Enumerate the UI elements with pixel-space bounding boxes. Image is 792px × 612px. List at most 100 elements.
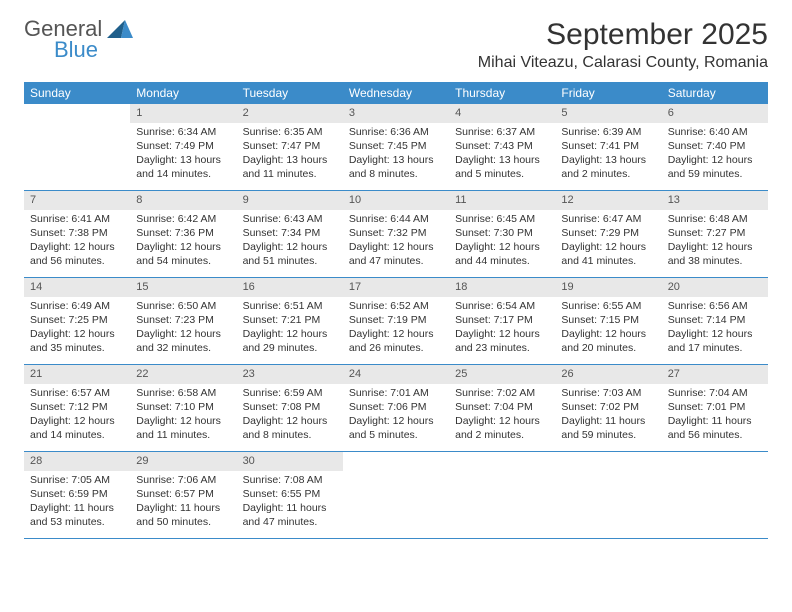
sunset-text: Sunset: 7:36 PM <box>136 226 230 240</box>
sunset-text: Sunset: 7:29 PM <box>561 226 655 240</box>
sunrise-text: Sunrise: 6:54 AM <box>455 299 549 313</box>
day-body: Sunrise: 6:59 AMSunset: 7:08 PMDaylight:… <box>237 384 343 449</box>
day-cell <box>662 452 768 538</box>
daylight-text: Daylight: 12 hours and 2 minutes. <box>455 414 549 442</box>
day-body: Sunrise: 7:06 AMSunset: 6:57 PMDaylight:… <box>130 471 236 536</box>
day-body: Sunrise: 7:04 AMSunset: 7:01 PMDaylight:… <box>662 384 768 449</box>
sunrise-text: Sunrise: 7:08 AM <box>243 473 337 487</box>
weekday-header: Monday <box>130 82 236 104</box>
day-body: Sunrise: 6:52 AMSunset: 7:19 PMDaylight:… <box>343 297 449 362</box>
sunset-text: Sunset: 7:23 PM <box>136 313 230 327</box>
day-number <box>555 452 661 470</box>
sunset-text: Sunset: 7:01 PM <box>668 400 762 414</box>
weekday-header: Sunday <box>24 82 130 104</box>
day-body: Sunrise: 6:43 AMSunset: 7:34 PMDaylight:… <box>237 210 343 275</box>
weekday-header: Tuesday <box>237 82 343 104</box>
day-body: Sunrise: 6:51 AMSunset: 7:21 PMDaylight:… <box>237 297 343 362</box>
day-number: 14 <box>24 278 130 297</box>
day-body: Sunrise: 6:47 AMSunset: 7:29 PMDaylight:… <box>555 210 661 275</box>
day-number <box>343 452 449 470</box>
sunrise-text: Sunrise: 6:40 AM <box>668 125 762 139</box>
day-cell: 3Sunrise: 6:36 AMSunset: 7:45 PMDaylight… <box>343 104 449 190</box>
sunrise-text: Sunrise: 6:49 AM <box>30 299 124 313</box>
daylight-text: Daylight: 11 hours and 53 minutes. <box>30 501 124 529</box>
day-number: 29 <box>130 452 236 471</box>
day-cell: 1Sunrise: 6:34 AMSunset: 7:49 PMDaylight… <box>130 104 236 190</box>
month-title: September 2025 <box>478 18 768 52</box>
daylight-text: Daylight: 12 hours and 23 minutes. <box>455 327 549 355</box>
day-number: 28 <box>24 452 130 471</box>
day-number: 16 <box>237 278 343 297</box>
sunrise-text: Sunrise: 7:04 AM <box>668 386 762 400</box>
daylight-text: Daylight: 12 hours and 47 minutes. <box>349 240 443 268</box>
day-cell: 8Sunrise: 6:42 AMSunset: 7:36 PMDaylight… <box>130 191 236 277</box>
weekday-header-row: SundayMondayTuesdayWednesdayThursdayFrid… <box>24 82 768 104</box>
day-cell: 5Sunrise: 6:39 AMSunset: 7:41 PMDaylight… <box>555 104 661 190</box>
day-number: 24 <box>343 365 449 384</box>
day-body: Sunrise: 7:03 AMSunset: 7:02 PMDaylight:… <box>555 384 661 449</box>
day-cell: 11Sunrise: 6:45 AMSunset: 7:30 PMDayligh… <box>449 191 555 277</box>
day-cell: 21Sunrise: 6:57 AMSunset: 7:12 PMDayligh… <box>24 365 130 451</box>
brand-logo: General Blue <box>24 18 133 61</box>
day-cell: 24Sunrise: 7:01 AMSunset: 7:06 PMDayligh… <box>343 365 449 451</box>
day-cell: 12Sunrise: 6:47 AMSunset: 7:29 PMDayligh… <box>555 191 661 277</box>
sunset-text: Sunset: 7:12 PM <box>30 400 124 414</box>
daylight-text: Daylight: 12 hours and 29 minutes. <box>243 327 337 355</box>
daylight-text: Daylight: 12 hours and 38 minutes. <box>668 240 762 268</box>
day-number: 7 <box>24 191 130 210</box>
sunrise-text: Sunrise: 6:59 AM <box>243 386 337 400</box>
daylight-text: Daylight: 12 hours and 32 minutes. <box>136 327 230 355</box>
sunrise-text: Sunrise: 6:51 AM <box>243 299 337 313</box>
sunset-text: Sunset: 7:34 PM <box>243 226 337 240</box>
day-number: 5 <box>555 104 661 123</box>
sunrise-text: Sunrise: 6:34 AM <box>136 125 230 139</box>
sunrise-text: Sunrise: 7:03 AM <box>561 386 655 400</box>
day-number: 11 <box>449 191 555 210</box>
sunrise-text: Sunrise: 6:39 AM <box>561 125 655 139</box>
sunrise-text: Sunrise: 6:56 AM <box>668 299 762 313</box>
day-body: Sunrise: 6:39 AMSunset: 7:41 PMDaylight:… <box>555 123 661 188</box>
day-body: Sunrise: 6:44 AMSunset: 7:32 PMDaylight:… <box>343 210 449 275</box>
day-body: Sunrise: 6:42 AMSunset: 7:36 PMDaylight:… <box>130 210 236 275</box>
location-subtitle: Mihai Viteazu, Calarasi County, Romania <box>478 54 768 72</box>
daylight-text: Daylight: 11 hours and 47 minutes. <box>243 501 337 529</box>
daylight-text: Daylight: 12 hours and 51 minutes. <box>243 240 337 268</box>
weekday-header: Saturday <box>662 82 768 104</box>
sunset-text: Sunset: 6:55 PM <box>243 487 337 501</box>
weekday-header: Thursday <box>449 82 555 104</box>
daylight-text: Daylight: 12 hours and 14 minutes. <box>30 414 124 442</box>
day-number: 6 <box>662 104 768 123</box>
day-body: Sunrise: 6:57 AMSunset: 7:12 PMDaylight:… <box>24 384 130 449</box>
weekday-header: Wednesday <box>343 82 449 104</box>
sunrise-text: Sunrise: 6:47 AM <box>561 212 655 226</box>
sunset-text: Sunset: 7:27 PM <box>668 226 762 240</box>
week-row: 7Sunrise: 6:41 AMSunset: 7:38 PMDaylight… <box>24 191 768 278</box>
sunrise-text: Sunrise: 6:50 AM <box>136 299 230 313</box>
day-cell: 30Sunrise: 7:08 AMSunset: 6:55 PMDayligh… <box>237 452 343 538</box>
sunset-text: Sunset: 7:41 PM <box>561 139 655 153</box>
daylight-text: Daylight: 13 hours and 2 minutes. <box>561 153 655 181</box>
day-cell: 13Sunrise: 6:48 AMSunset: 7:27 PMDayligh… <box>662 191 768 277</box>
sunset-text: Sunset: 6:59 PM <box>30 487 124 501</box>
daylight-text: Daylight: 12 hours and 26 minutes. <box>349 327 443 355</box>
day-cell: 17Sunrise: 6:52 AMSunset: 7:19 PMDayligh… <box>343 278 449 364</box>
day-body: Sunrise: 6:35 AMSunset: 7:47 PMDaylight:… <box>237 123 343 188</box>
week-row: 28Sunrise: 7:05 AMSunset: 6:59 PMDayligh… <box>24 452 768 539</box>
day-cell: 23Sunrise: 6:59 AMSunset: 7:08 PMDayligh… <box>237 365 343 451</box>
sunset-text: Sunset: 7:30 PM <box>455 226 549 240</box>
daylight-text: Daylight: 12 hours and 59 minutes. <box>668 153 762 181</box>
daylight-text: Daylight: 12 hours and 5 minutes. <box>349 414 443 442</box>
sunset-text: Sunset: 7:32 PM <box>349 226 443 240</box>
sunrise-text: Sunrise: 6:48 AM <box>668 212 762 226</box>
weekday-header: Friday <box>555 82 661 104</box>
day-cell <box>24 104 130 190</box>
day-number: 21 <box>24 365 130 384</box>
sunrise-text: Sunrise: 6:44 AM <box>349 212 443 226</box>
day-cell: 27Sunrise: 7:04 AMSunset: 7:01 PMDayligh… <box>662 365 768 451</box>
day-body: Sunrise: 6:37 AMSunset: 7:43 PMDaylight:… <box>449 123 555 188</box>
sunset-text: Sunset: 7:02 PM <box>561 400 655 414</box>
daylight-text: Daylight: 12 hours and 17 minutes. <box>668 327 762 355</box>
day-body: Sunrise: 6:36 AMSunset: 7:45 PMDaylight:… <box>343 123 449 188</box>
day-number: 3 <box>343 104 449 123</box>
sunset-text: Sunset: 7:43 PM <box>455 139 549 153</box>
